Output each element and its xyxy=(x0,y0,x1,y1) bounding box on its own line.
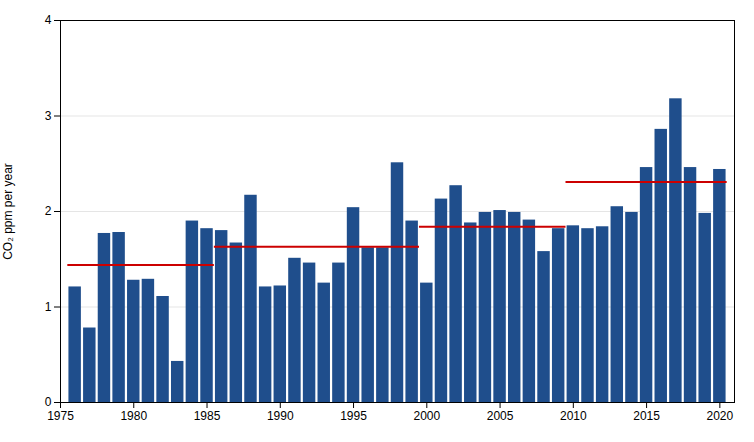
svg-text:1: 1 xyxy=(45,300,52,314)
svg-text:2000: 2000 xyxy=(413,409,440,423)
svg-text:2020: 2020 xyxy=(706,409,733,423)
svg-text:2: 2 xyxy=(45,204,52,218)
svg-text:2005: 2005 xyxy=(487,409,514,423)
svg-text:1995: 1995 xyxy=(340,409,367,423)
svg-text:CO₂ ppm per year: CO₂ ppm per year xyxy=(1,163,15,260)
svg-text:0: 0 xyxy=(45,395,52,409)
svg-text:1980: 1980 xyxy=(120,409,147,423)
svg-text:1985: 1985 xyxy=(194,409,221,423)
svg-text:2010: 2010 xyxy=(560,409,587,423)
svg-text:1990: 1990 xyxy=(267,409,294,423)
svg-text:4: 4 xyxy=(45,13,52,27)
svg-text:3: 3 xyxy=(45,109,52,123)
svg-text:1975: 1975 xyxy=(47,409,74,423)
svg-text:2015: 2015 xyxy=(633,409,660,423)
